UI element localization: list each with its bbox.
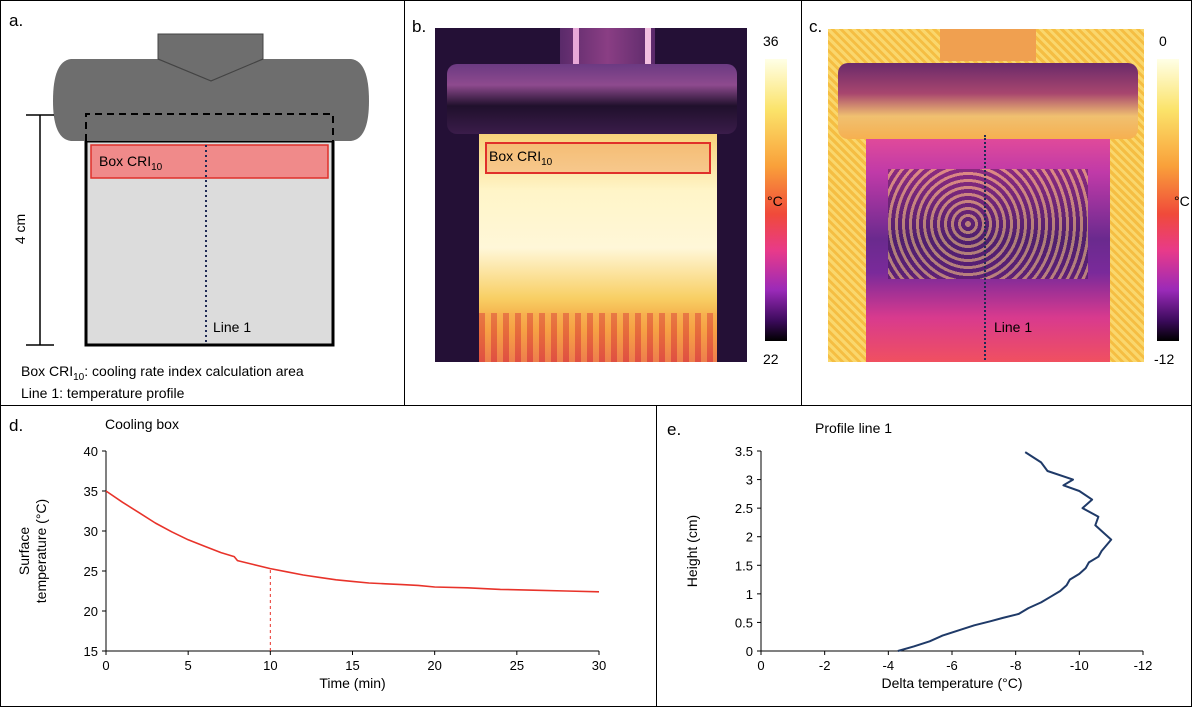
series-line — [105, 490, 600, 593]
colorbar-c-unit: °C — [1174, 193, 1190, 209]
y-tick-label: 0.5 — [735, 615, 753, 630]
x-tick-label: -8 — [1010, 658, 1022, 673]
x-axis-label: Delta temperature (°C) — [882, 675, 1023, 691]
colorbar-b-min: 22 — [763, 351, 779, 367]
y-tick-label: 3 — [746, 473, 753, 488]
line-1-label: Line 1 — [213, 319, 252, 335]
legend-line-1: Line 1: temperature profile — [21, 385, 185, 401]
x-tick-label: 15 — [345, 658, 359, 673]
series-line — [897, 451, 1113, 652]
box-cri-area — [90, 144, 329, 179]
thermal-image-initial: Box CRI10 — [435, 28, 747, 362]
panel-b: b. Box CRI10 36 °C 22 — [404, 0, 802, 406]
x-tick-label: 20 — [427, 658, 441, 673]
y-axis-label: Height (cm) — [684, 515, 700, 587]
x-tick-label: 0 — [757, 658, 764, 673]
panel-c-label: c. — [809, 17, 823, 36]
panel-e: e. Profile line 1 0 -2 -4 -6 -8 -10 -12 0 0.5 1 1.… — [656, 405, 1192, 707]
panel-b-label: b. — [412, 17, 427, 36]
y-tick-label: 40 — [84, 444, 98, 459]
y-tick-label: 1 — [746, 587, 753, 602]
y-axis-label: temperature (°C) — [33, 499, 49, 603]
x-tick-label: -2 — [819, 658, 831, 673]
colorbar-c — [1157, 59, 1179, 341]
y-tick-label: 3.5 — [735, 444, 753, 459]
y-tick-label: 35 — [84, 484, 98, 499]
line-1-marker — [984, 135, 986, 360]
y-tick-label: 2.5 — [735, 501, 753, 516]
scale-label: 4 cm — [12, 213, 28, 245]
cooling-chart: 0 5 10 15 20 25 30 15 20 25 30 35 40 Time (min) Surfac… — [16, 444, 606, 691]
y-tick-label: 2 — [746, 530, 753, 545]
panel-d: d. Cooling box 0 5 10 15 20 25 30 15 20 25 30 35 40 T… — [0, 405, 657, 707]
y-tick-label: 15 — [84, 644, 98, 659]
chart-d-title: Cooling box — [105, 416, 179, 432]
x-tick-label: -6 — [946, 658, 958, 673]
thermal-image-delta: Line 1 — [828, 29, 1144, 362]
colorbar-c-min: -12 — [1154, 351, 1175, 367]
y-axis-label: Surface — [16, 527, 32, 575]
panel-d-label: d. — [9, 416, 24, 435]
box-cri-area — [485, 142, 711, 174]
mold-diagram — [26, 33, 369, 347]
y-tick-label: 25 — [84, 564, 98, 579]
x-tick-label: 25 — [510, 658, 524, 673]
panel-a: a. Box CRI10 Line 1 4 cm Box CRI10: cool… — [0, 0, 405, 406]
colorbar-c-max: 0 — [1159, 33, 1167, 49]
colorbar-b-max: 36 — [763, 33, 779, 49]
x-tick-label: 5 — [185, 658, 192, 673]
y-tick-label: 0 — [746, 644, 753, 659]
colorbar-b-unit: °C — [767, 193, 783, 209]
x-tick-label: -10 — [1070, 658, 1089, 673]
y-tick-label: 20 — [84, 604, 98, 619]
panel-a-label: a. — [9, 11, 24, 30]
x-tick-label: 10 — [263, 658, 277, 673]
profile-chart: 0 -2 -4 -6 -8 -10 -12 0 0.5 1 1.5 2 2.5 3 3.5 Delta tem… — [684, 444, 1153, 691]
legend-box-cri: Box CRI10: cooling rate index calculatio… — [21, 363, 304, 383]
panel-c: c. Line 1 0 °C -12 — [801, 0, 1192, 406]
line-1-label: Line 1 — [994, 319, 1033, 335]
y-tick-label: 30 — [84, 524, 98, 539]
box-cri-label: Box CRI10 — [99, 153, 163, 173]
mold-holder — [53, 59, 369, 141]
box-cri-label: Box CRI10 — [489, 148, 553, 168]
panel-e-label: e. — [667, 420, 682, 439]
y-tick-label: 1.5 — [735, 558, 753, 573]
x-tick-label: 0 — [102, 658, 109, 673]
chart-e-title: Profile line 1 — [815, 420, 893, 436]
x-tick-label: -4 — [883, 658, 895, 673]
insertion-outline — [85, 113, 334, 141]
x-tick-label: 30 — [592, 658, 606, 673]
x-tick-label: -12 — [1134, 658, 1153, 673]
colorbar-b — [765, 59, 787, 341]
x-axis-label: Time (min) — [319, 675, 385, 691]
